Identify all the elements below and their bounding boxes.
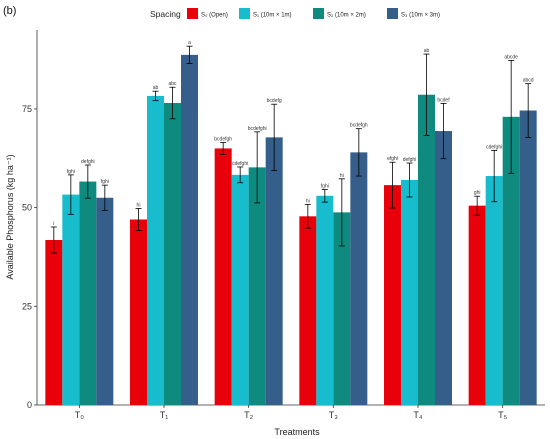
y-tick-label: 0 — [27, 400, 32, 410]
legend-label: S₀ (Open) — [201, 13, 228, 19]
significance-letter: fghi — [321, 183, 329, 189]
bar — [401, 180, 418, 405]
y-tick-label: 75 — [22, 104, 32, 114]
bar — [214, 148, 232, 405]
legend-swatch — [187, 8, 198, 19]
x-axis-ticks: T₀ T₁ T₂ T₃ T₄ T₅ — [75, 405, 508, 420]
bar — [350, 152, 368, 405]
legend: Spacing S₀ (Open) S₁ (10m × 1m) S₂ (10m × … — [150, 8, 440, 19]
bar — [147, 95, 164, 405]
significance-letter: efghi — [387, 156, 398, 162]
bar — [181, 54, 198, 406]
legend-label: S₃ (10m × 3m) — [401, 13, 440, 19]
significance-letter: ghi — [474, 190, 481, 196]
legend-swatch — [239, 8, 250, 19]
bar — [316, 195, 334, 405]
significance-letter: hi — [306, 198, 310, 204]
bar — [485, 176, 503, 405]
significance-letter: ab — [153, 85, 159, 91]
y-axis-title: Available Phosphorus (kg ha⁻¹) — [5, 154, 15, 279]
legend-label: S₁ (10m × 1m) — [253, 13, 292, 19]
bar — [62, 194, 80, 405]
significance-letter: fghi — [67, 169, 75, 175]
legend-swatch — [313, 8, 324, 19]
legend-swatch — [387, 8, 398, 19]
significance-letter: bcdefgh — [214, 137, 232, 143]
significance-letter: hi — [340, 173, 344, 179]
x-tick-label: T₀ — [75, 410, 84, 420]
significance-letter: bcdefghi — [248, 126, 267, 132]
x-tick-label: T₂ — [244, 410, 253, 420]
legend-label: S₂ (10m × 2m) — [327, 13, 366, 19]
significance-letter: ab — [424, 48, 430, 54]
bar — [248, 167, 266, 405]
error-bar-group — [50, 45, 532, 254]
x-tick-label: T₄ — [413, 410, 422, 420]
significance-letter: abcd — [523, 78, 534, 84]
significance-letter: defghi — [81, 159, 95, 165]
bar — [418, 94, 435, 405]
bar — [502, 116, 520, 405]
bar — [333, 212, 351, 405]
bar — [130, 219, 147, 405]
bar — [299, 216, 317, 405]
significance-letter: cdefghi — [232, 161, 248, 167]
significance-letter: abcde — [504, 54, 518, 60]
x-tick-label: T₁ — [160, 410, 169, 420]
bar-series-group — [45, 54, 537, 406]
bar — [231, 174, 249, 405]
bar — [519, 110, 537, 406]
significance-letter: a — [188, 40, 191, 46]
significance-letter: bcdefgh — [350, 123, 368, 129]
x-axis-title: Treatments — [274, 427, 320, 437]
legend-title: Spacing — [150, 9, 181, 19]
y-tick-label: 25 — [22, 301, 32, 311]
x-tick-label: T₅ — [498, 410, 507, 420]
bar — [45, 240, 63, 405]
significance-letter: hi — [137, 202, 141, 208]
x-tick-label: T₃ — [329, 410, 338, 420]
significance-letter: i — [53, 221, 54, 227]
significance-letter: cdefghi — [486, 144, 502, 150]
significance-letter: defghi — [403, 157, 417, 163]
significance-letter: bcdef — [437, 97, 450, 103]
significance-letter-group: i fghi defghi fghi hi ab abc a bcdefgh cdefghi bcd… — [53, 40, 534, 227]
bar — [468, 205, 486, 405]
bar — [265, 137, 283, 406]
bar — [96, 197, 114, 405]
y-axis-ticks: 0 25 50 75 — [22, 104, 37, 410]
bar — [79, 181, 97, 405]
panel-label: (b) — [3, 5, 16, 17]
significance-letter: bcdefg — [267, 98, 282, 104]
bar — [435, 131, 452, 406]
significance-letter: abc — [168, 81, 177, 87]
y-tick-label: 50 — [22, 203, 32, 213]
bar — [384, 185, 401, 405]
significance-letter: fghi — [101, 179, 109, 185]
bar — [164, 103, 181, 406]
